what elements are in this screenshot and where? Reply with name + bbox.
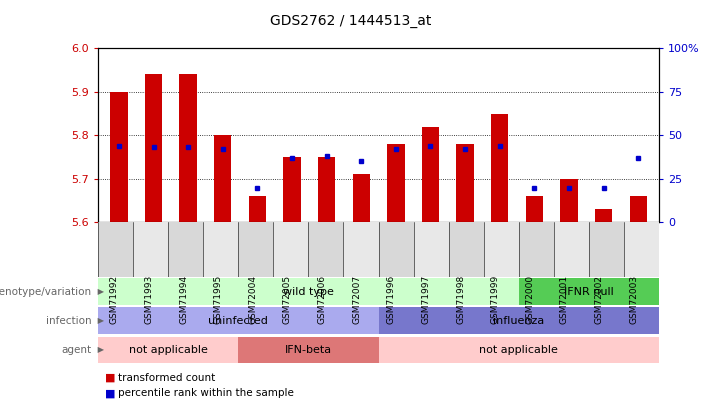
Bar <box>554 222 589 277</box>
Bar <box>203 222 238 277</box>
Bar <box>422 127 439 222</box>
Text: GSM71993: GSM71993 <box>144 275 154 324</box>
Bar <box>353 175 370 222</box>
Bar <box>308 222 343 277</box>
Text: wild type: wild type <box>283 287 334 296</box>
Bar <box>560 179 578 222</box>
Bar <box>110 92 128 222</box>
Text: not applicable: not applicable <box>479 345 558 355</box>
Text: GSM71994: GSM71994 <box>179 275 188 324</box>
Bar <box>449 222 484 277</box>
Bar <box>379 307 659 334</box>
Bar <box>589 222 624 277</box>
Bar <box>98 278 519 305</box>
Bar <box>379 337 659 363</box>
Text: GSM72004: GSM72004 <box>248 275 257 324</box>
Text: ▶: ▶ <box>95 316 104 325</box>
Bar <box>519 278 659 305</box>
Text: GSM72001: GSM72001 <box>560 275 569 324</box>
Bar <box>414 222 449 277</box>
Text: GSM72003: GSM72003 <box>629 275 638 324</box>
Bar <box>98 337 238 363</box>
Text: percentile rank within the sample: percentile rank within the sample <box>118 388 294 399</box>
Bar <box>145 75 162 222</box>
Text: GSM71995: GSM71995 <box>214 275 223 324</box>
Text: ▶: ▶ <box>95 345 104 354</box>
Bar <box>238 222 273 277</box>
Text: ■: ■ <box>105 373 116 383</box>
Text: agent: agent <box>61 345 91 355</box>
Bar <box>98 222 133 277</box>
Text: IFN-beta: IFN-beta <box>285 345 332 355</box>
Bar <box>168 222 203 277</box>
Bar <box>133 222 168 277</box>
Text: GSM72007: GSM72007 <box>352 275 361 324</box>
Text: GSM72006: GSM72006 <box>318 275 327 324</box>
Bar <box>456 144 474 222</box>
Bar <box>238 337 379 363</box>
Text: GSM71992: GSM71992 <box>110 275 119 324</box>
Bar <box>519 222 554 277</box>
Text: ▶: ▶ <box>95 287 104 296</box>
Bar <box>249 196 266 222</box>
Text: GSM71999: GSM71999 <box>491 275 500 324</box>
Bar <box>629 196 647 222</box>
Text: transformed count: transformed count <box>118 373 215 383</box>
Bar <box>387 144 404 222</box>
Bar <box>624 222 659 277</box>
Text: infection: infection <box>46 316 91 326</box>
Text: genotype/variation: genotype/variation <box>0 287 91 296</box>
Text: not applicable: not applicable <box>129 345 207 355</box>
Text: GSM72005: GSM72005 <box>283 275 292 324</box>
Text: GDS2762 / 1444513_at: GDS2762 / 1444513_at <box>270 14 431 28</box>
Bar <box>98 307 379 334</box>
Text: GSM72000: GSM72000 <box>525 275 534 324</box>
Text: GSM72002: GSM72002 <box>594 275 604 324</box>
Bar <box>595 209 612 222</box>
Text: IFNR null: IFNR null <box>564 287 613 296</box>
Text: GSM71996: GSM71996 <box>387 275 396 324</box>
Text: uninfected: uninfected <box>208 316 268 326</box>
Text: influenza: influenza <box>493 316 545 326</box>
Bar <box>318 157 335 222</box>
Bar <box>273 222 308 277</box>
Bar <box>283 157 301 222</box>
Bar <box>214 135 231 222</box>
Bar <box>343 222 379 277</box>
Text: GSM71998: GSM71998 <box>456 275 465 324</box>
Bar <box>179 75 197 222</box>
Bar <box>379 222 414 277</box>
Text: GSM71997: GSM71997 <box>421 275 430 324</box>
Text: ■: ■ <box>105 388 116 399</box>
Bar <box>491 113 508 222</box>
Bar <box>484 222 519 277</box>
Bar <box>526 196 543 222</box>
